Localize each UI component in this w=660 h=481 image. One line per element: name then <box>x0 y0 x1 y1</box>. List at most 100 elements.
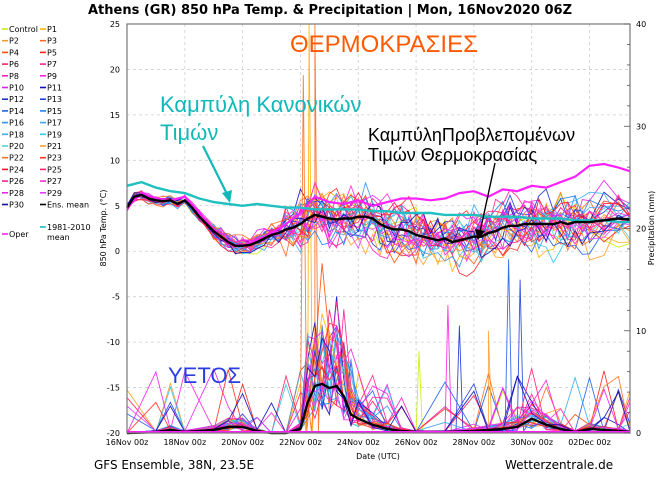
x-tick-label: 24Nov 00z <box>337 438 380 447</box>
precip-line-p21 <box>126 330 631 434</box>
y-tick-label: -20 <box>107 429 120 438</box>
legend-label: P23 <box>47 154 62 163</box>
temp-line-climatology <box>126 180 630 224</box>
y2-tick-label: 30 <box>636 122 646 131</box>
legend-item-ens-mean: Ens. mean <box>40 201 89 210</box>
annotation-temperatures: ΘΕΡΜΟΚΡΑΣΙΕΣ <box>290 31 478 58</box>
x-tick-label: 28Nov 00z <box>453 438 496 447</box>
x-tick-label: 22Nov 00z <box>279 438 322 447</box>
footer-model-info: GFS Ensemble, 38N, 23.5E <box>94 458 254 472</box>
legend-label: P18 <box>9 130 24 139</box>
precip-line-ens-mean <box>126 382 631 435</box>
y-tick-label: 25 <box>110 20 120 29</box>
legend-item-p9: P9 <box>40 72 57 81</box>
precip-line-p29 <box>126 364 631 434</box>
arrow-to-climatology <box>202 145 232 203</box>
legend-item-p14: P14 <box>2 107 24 116</box>
y2-tick-label: 20 <box>636 225 646 234</box>
legend-item-p17: P17 <box>40 119 62 128</box>
legend-item-p26: P26 <box>2 177 24 186</box>
precip-line-p27 <box>126 381 631 434</box>
legend-item-p2: P2 <box>2 37 19 46</box>
legend-item-p12: P12 <box>2 95 24 104</box>
y-tick-label: 5 <box>115 202 120 211</box>
legend-item-p1: P1 <box>40 25 57 34</box>
y2-tick-label: 0 <box>636 429 641 438</box>
legend-label: P21 <box>47 142 62 151</box>
x-tick-label: 30Nov 00z <box>510 438 553 447</box>
y-axis-ticks: 25 20 15 10 5 0 -5 -10 -15 -20 <box>107 20 120 438</box>
legend-label: P15 <box>47 107 62 116</box>
precip-line-p18 <box>126 324 631 434</box>
legend: Control P1 P2 P3 P4 P5 P6 P7 P8 P9 P10 P11 P12 P13 P14… <box>2 25 91 242</box>
y2-axis-ticks: 40 30 20 10 0 <box>624 20 646 438</box>
legend-item-p21: P21 <box>40 142 62 151</box>
legend-label: P6 <box>9 60 19 69</box>
legend-item-p4: P4 <box>2 48 19 57</box>
y-tick-label: -5 <box>112 293 120 302</box>
y2-axis-label: Precipitation (mm) <box>647 191 656 265</box>
legend-item-p23: P23 <box>40 154 62 163</box>
legend-item-oper: Oper <box>2 230 29 239</box>
legend-label: P7 <box>47 60 57 69</box>
legend-label: 1981-2010 <box>47 223 91 232</box>
legend-label: P4 <box>9 48 19 57</box>
grid <box>127 24 630 433</box>
legend-item-control: Control <box>2 25 38 34</box>
legend-item-p3: P3 <box>40 37 57 46</box>
legend-label: P24 <box>9 165 24 174</box>
legend-label: P30 <box>9 201 24 210</box>
legend-label: P8 <box>9 72 19 81</box>
x-tick-label: 20Nov 00z <box>221 438 264 447</box>
y-tick-label: 10 <box>110 156 120 165</box>
legend-label: P2 <box>9 37 19 46</box>
legend-item-p15: P15 <box>40 107 62 116</box>
legend-item-p29: P29 <box>40 189 62 198</box>
x-tick-label: 18Nov 00z <box>163 438 206 447</box>
annotation-forecast-curve-line1: ΚαμπύληΠροβλεπομένων <box>368 125 575 145</box>
legend-label: P16 <box>9 119 24 128</box>
legend-item-p8: P8 <box>2 72 19 81</box>
temp-line-p22 <box>126 192 631 252</box>
chart-title: Athens (GR) 850 hPa Temp. & Precipitatio… <box>88 3 572 18</box>
legend-label: P29 <box>47 189 62 198</box>
legend-label: P10 <box>9 84 24 93</box>
y-tick-label: -10 <box>107 338 120 347</box>
legend-item-p18: P18 <box>2 130 24 139</box>
legend-label: P27 <box>47 177 62 186</box>
annotation-precipitation: ΥΕΤΟΣ <box>168 363 241 388</box>
legend-item-p5: P5 <box>40 48 57 57</box>
legend-label: P26 <box>9 177 24 186</box>
legend-label: mean <box>47 233 70 242</box>
legend-item-p30: P30 <box>2 201 24 210</box>
annotation-forecast-curve-line2: Τιμών Θερμοκρασίας <box>368 145 538 165</box>
legend-item-p10: P10 <box>2 84 24 93</box>
legend-item-p22: P22 <box>2 154 24 163</box>
legend-label: P9 <box>47 72 57 81</box>
x-axis-ticks: 16Nov 00z 18Nov 00z 20Nov 00z 22Nov 00z 24No… <box>106 438 611 447</box>
legend-item-p13: P13 <box>40 95 62 104</box>
legend-label: P13 <box>47 95 62 104</box>
legend-label: P22 <box>9 154 24 163</box>
legend-label: P19 <box>47 130 62 139</box>
legend-item-p20: P20 <box>2 142 24 151</box>
legend-label: P5 <box>47 48 57 57</box>
legend-label: P25 <box>47 165 62 174</box>
y2-tick-label: 40 <box>636 20 646 29</box>
legend-label: Oper <box>9 230 29 239</box>
precip-line-p30 <box>126 337 631 434</box>
annotation-normal-curve-line2: Τιμών <box>160 120 218 145</box>
x-tick-label: 26Nov 00z <box>395 438 438 447</box>
y2-tick-label: 10 <box>636 327 646 336</box>
legend-item-p25: P25 <box>40 165 62 174</box>
precip-line-p20 <box>126 363 631 434</box>
y-tick-label: 15 <box>110 111 120 120</box>
x-tick-label: 16Nov 00z <box>106 438 149 447</box>
legend-label: P12 <box>9 95 24 104</box>
series-group <box>125 23 631 435</box>
arrow-to-ens-mean <box>475 162 496 240</box>
legend-label: P17 <box>47 119 62 128</box>
legend-item-p28: P28 <box>2 189 24 198</box>
precip-line-p23 <box>126 322 631 434</box>
